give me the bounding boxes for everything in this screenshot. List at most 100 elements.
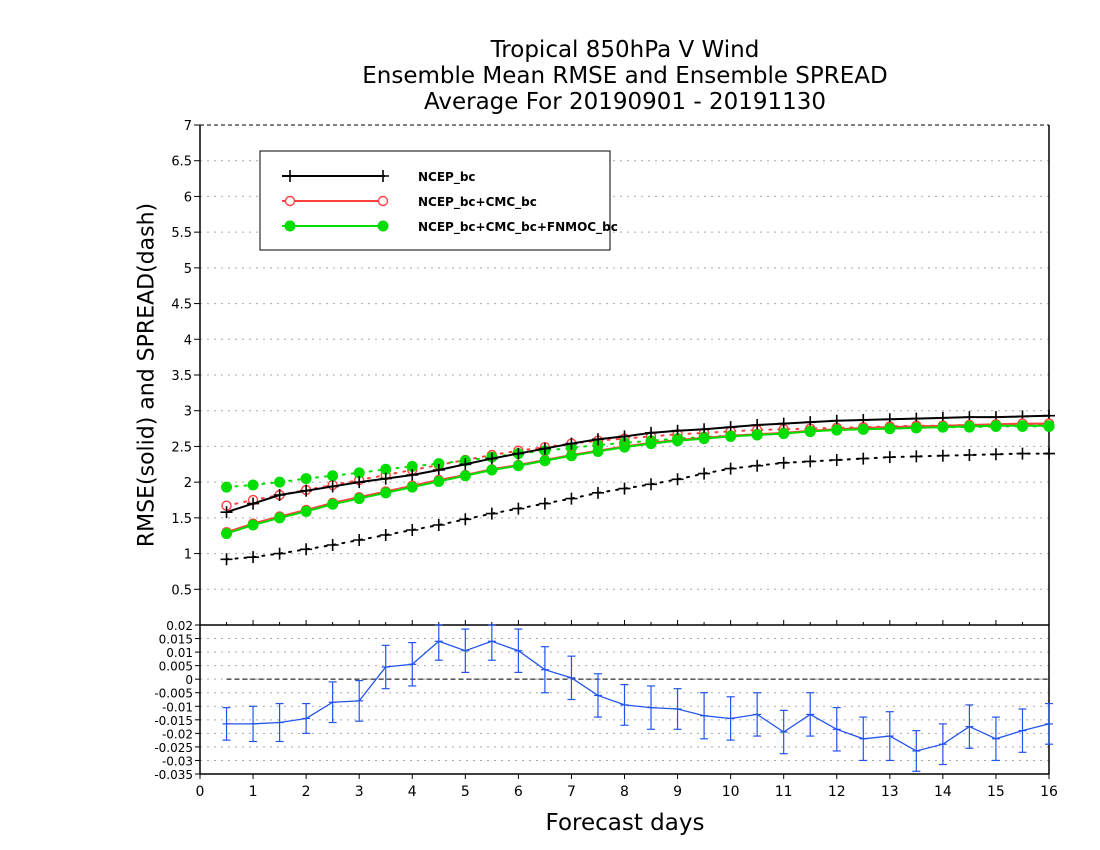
x-axis-label: Forecast days	[545, 810, 705, 836]
x-tick-label: 0	[196, 784, 205, 800]
legend-item: NCEP_bc+CMC_bc	[282, 195, 537, 210]
lower-y-tick-label: -0.015	[154, 714, 193, 728]
series-rmse-3	[220, 409, 1055, 519]
data-point-plus	[284, 170, 296, 182]
data-point-plus	[459, 513, 472, 526]
data-point-plus	[353, 476, 366, 489]
error-bar	[567, 655, 576, 701]
chart-title-line-3: Average For 20190901 - 20191130	[423, 89, 827, 115]
lower-y-tick-label: -0.02	[162, 727, 193, 741]
data-point-plus	[538, 497, 551, 510]
series-line	[226, 422, 1049, 534]
data-point-open-circle	[284, 195, 296, 207]
data-point-filled-circle	[377, 220, 389, 232]
upper-y-ticks: 0.5 1 1.5 2 2.5 3 3.5 4 4.5 5 5.5 6 6.5 7	[171, 119, 200, 598]
data-point-plus	[377, 170, 389, 182]
error-bar	[593, 673, 602, 718]
legend-label: NCEP_bc+CMC_bc	[418, 195, 537, 210]
error-bar	[620, 683, 629, 726]
error-bar	[434, 624, 443, 661]
x-tick-label: 9	[673, 784, 682, 800]
error-bar	[726, 696, 735, 741]
error-bar	[912, 730, 921, 772]
data-point-plus	[618, 430, 631, 443]
chart-title-line-1: Tropical 850hPa V Wind	[490, 37, 760, 63]
lower-y-tick-label: -0.03	[162, 754, 193, 768]
series-rmse-4	[221, 418, 1055, 538]
data-point-plus	[326, 480, 339, 493]
data-point-filled-circle	[274, 512, 286, 524]
series-spread-0	[220, 447, 1055, 566]
data-point-filled-circle	[327, 498, 339, 510]
chart-title-line-2: Ensemble Mean RMSE and Ensemble SPREAD	[362, 63, 888, 89]
error-bar	[249, 705, 258, 743]
data-point-plus	[857, 452, 870, 465]
data-point-filled-circle	[698, 433, 710, 445]
y-tick-label: 6	[184, 190, 192, 205]
series-line-dashed	[225, 423, 1050, 507]
y-tick-label: 2.5	[171, 440, 192, 455]
data-point-filled-circle	[459, 470, 471, 482]
data-point-filled-circle	[353, 493, 365, 505]
data-point-plus	[512, 447, 525, 460]
data-point-filled-circle	[221, 481, 233, 493]
error-bar	[1045, 702, 1053, 745]
data-point-filled-circle	[327, 470, 339, 482]
data-point-plus	[591, 433, 604, 446]
data-point-filled-circle	[539, 455, 551, 467]
lower-y-tick-label: 0.02	[166, 619, 193, 633]
data-point-plus	[565, 492, 578, 505]
error-bar	[1018, 708, 1027, 753]
x-tick-label: 4	[408, 784, 417, 800]
y-tick-label: 7	[184, 119, 192, 134]
error-bar	[832, 707, 841, 752]
data-point-plus	[671, 424, 684, 437]
x-tick-label: 15	[987, 784, 1005, 800]
data-point-plus	[406, 524, 419, 536]
lower-y-tick-label: -0.035	[154, 768, 193, 782]
x-tick-label: 6	[514, 784, 523, 800]
data-point-plus	[300, 484, 313, 497]
data-point-filled-circle	[831, 424, 843, 436]
data-point-filled-circle	[857, 423, 869, 435]
data-point-plus	[326, 539, 339, 551]
lower-y-ticks: -0.035-0.03-0.025-0.02-0.015-0.01-0.0050…	[154, 619, 200, 782]
y-tick-label: 5.5	[171, 226, 192, 241]
data-point-plus	[538, 442, 551, 455]
error-bar	[779, 709, 788, 755]
x-tick-label: 2	[302, 784, 311, 800]
data-point-filled-circle	[221, 528, 233, 540]
data-point-plus	[247, 497, 260, 510]
error-bar	[381, 644, 390, 690]
data-point-plus	[591, 486, 604, 499]
error-bar	[461, 628, 470, 674]
data-point-filled-circle	[672, 435, 684, 447]
data-point-filled-circle	[937, 421, 949, 433]
error-bar	[355, 679, 364, 722]
data-point-plus	[379, 529, 392, 541]
data-point-plus	[724, 462, 737, 475]
data-point-plus	[565, 437, 578, 450]
data-point-filled-circle	[284, 220, 296, 232]
data-point-plus	[645, 426, 658, 439]
series-spread-1	[221, 419, 1055, 511]
x-ticks: 0 1 2 3 4 5 6 7 8 9 10 11 12 13 14 15 16	[196, 620, 1058, 800]
data-point-plus	[671, 473, 684, 486]
data-point-plus	[645, 478, 658, 491]
lower-y-tick-label: 0.015	[159, 633, 193, 647]
data-point-plus	[273, 547, 286, 560]
error-bar	[965, 704, 974, 749]
x-tick-label: 10	[722, 784, 740, 800]
y-tick-label: 0.5	[171, 583, 192, 598]
lower-y-tick-label: -0.025	[154, 741, 193, 755]
data-point-filled-circle	[406, 481, 418, 493]
error-bar	[540, 646, 549, 694]
data-point-plus	[406, 469, 419, 481]
data-point-plus	[777, 456, 790, 469]
series-rmse-5	[221, 420, 1055, 540]
y-tick-label: 2	[184, 476, 192, 491]
error-bar	[885, 711, 894, 762]
data-point-plus	[432, 519, 445, 531]
data-point-plus	[1016, 447, 1029, 460]
error-bar	[753, 692, 762, 737]
